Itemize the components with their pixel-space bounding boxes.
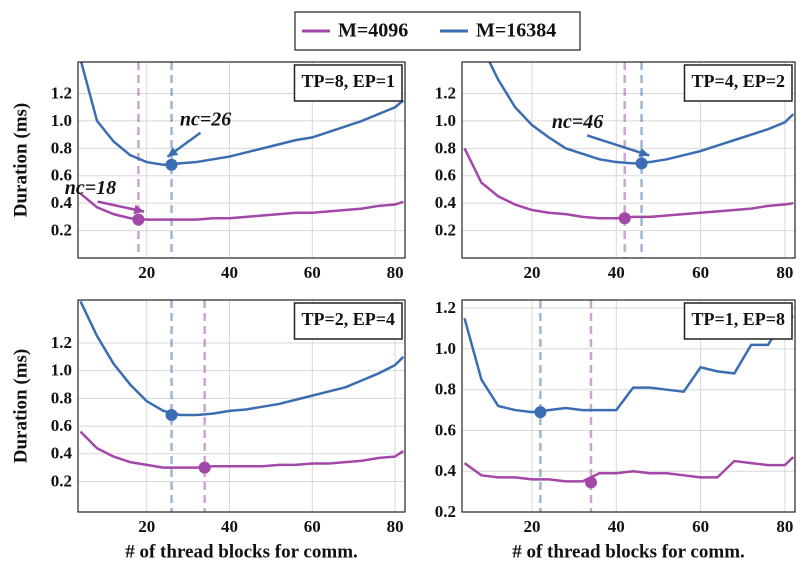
x-tick-label: 80	[776, 263, 793, 282]
panel-label-box	[293, 302, 403, 340]
annotation-arrowhead	[133, 204, 145, 215]
min-point	[165, 158, 178, 171]
min-point	[198, 461, 211, 474]
panel-label: TP=8, EP=1	[301, 71, 395, 91]
panel-label-box	[683, 302, 793, 340]
y-tick-label: 0.2	[51, 220, 72, 239]
y-tick-label: 1.2	[435, 83, 456, 102]
y-tick-label: 0.8	[51, 138, 72, 157]
legend-label: M=16384	[476, 20, 556, 42]
x-tick-label: 20	[138, 263, 155, 282]
min-point	[584, 476, 597, 489]
y-tick-label: 0.6	[51, 416, 72, 435]
annotation-arrowhead	[638, 147, 650, 157]
axes-frame	[461, 299, 796, 513]
x-tick-label: 60	[304, 517, 321, 536]
y-tick-label: 1.0	[435, 339, 456, 358]
y-tick-label: 0.8	[435, 138, 456, 157]
axes-frame	[77, 61, 406, 259]
annotation: nc=46	[552, 111, 603, 133]
min-point	[618, 212, 631, 225]
x-tick-label: 60	[692, 263, 709, 282]
series-line	[79, 300, 405, 417]
y-tick-label: 1.0	[51, 361, 72, 380]
x-axis-label: # of thread blocks for comm.	[125, 541, 358, 562]
x-tick-label: 20	[138, 517, 155, 536]
y-tick-label: 0.4	[51, 193, 73, 212]
panel-label-box	[293, 64, 403, 102]
plot-area	[79, 300, 405, 512]
y-tick-label: 0.8	[435, 380, 456, 399]
legend-label: M=4096	[338, 20, 408, 42]
y-tick-label: 0.2	[51, 471, 72, 490]
y-tick-label: 1.2	[435, 298, 456, 317]
x-tick-label: 80	[387, 263, 404, 282]
x-tick-label: 40	[221, 517, 238, 536]
axes-frame	[77, 299, 406, 513]
min-point	[132, 213, 145, 226]
x-tick-label: 20	[523, 517, 540, 536]
min-point	[534, 406, 547, 419]
y-axis-label: Duration (ms)	[10, 103, 31, 218]
y-tick-label: 1.2	[51, 83, 72, 102]
panel-label: TP=2, EP=4	[301, 309, 395, 329]
x-tick-label: 40	[608, 263, 625, 282]
series-line	[463, 147, 794, 220]
series-line	[488, 62, 795, 165]
y-tick-label: 0.2	[435, 220, 456, 239]
series-line	[79, 62, 405, 167]
y-tick-label: 1.0	[435, 111, 456, 130]
y-tick-label: 1.2	[51, 333, 72, 352]
y-tick-label: 0.4	[435, 193, 457, 212]
panel-label-box	[683, 64, 793, 102]
x-tick-label: 40	[608, 517, 625, 536]
y-axis-label: Duration (ms)	[10, 349, 31, 464]
panel-label: TP=4, EP=2	[691, 71, 785, 91]
annotation: nc=26	[180, 108, 231, 130]
x-tick-label: 60	[304, 263, 321, 282]
x-tick-label: 40	[221, 263, 238, 282]
series-line	[463, 315, 794, 414]
x-tick-label: 60	[692, 517, 709, 536]
series-line	[463, 456, 795, 483]
x-tick-label: 80	[776, 517, 793, 536]
y-tick-label: 1.0	[51, 111, 72, 130]
y-tick-label: 0.6	[435, 166, 456, 185]
axes-frame	[461, 61, 796, 259]
annotation-arrowhead	[167, 147, 179, 157]
y-tick-label: 0.4	[51, 444, 73, 463]
series-line	[79, 192, 404, 221]
annotation: nc=18	[65, 177, 116, 199]
x-tick-label: 20	[523, 263, 540, 282]
y-tick-label: 0.8	[51, 388, 72, 407]
min-point	[165, 409, 178, 422]
min-point	[635, 157, 648, 170]
series-line	[79, 430, 405, 469]
y-tick-label: 0.2	[435, 502, 456, 521]
y-tick-label: 0.4	[435, 461, 457, 480]
y-tick-label: 0.6	[435, 420, 456, 439]
y-tick-label: 0.6	[51, 166, 72, 185]
x-tick-label: 80	[387, 517, 404, 536]
legend-box	[294, 11, 581, 51]
annotation-arrow	[586, 134, 650, 157]
x-axis-label: # of thread blocks for comm.	[512, 541, 745, 562]
panel-label: TP=1, EP=8	[691, 309, 785, 329]
